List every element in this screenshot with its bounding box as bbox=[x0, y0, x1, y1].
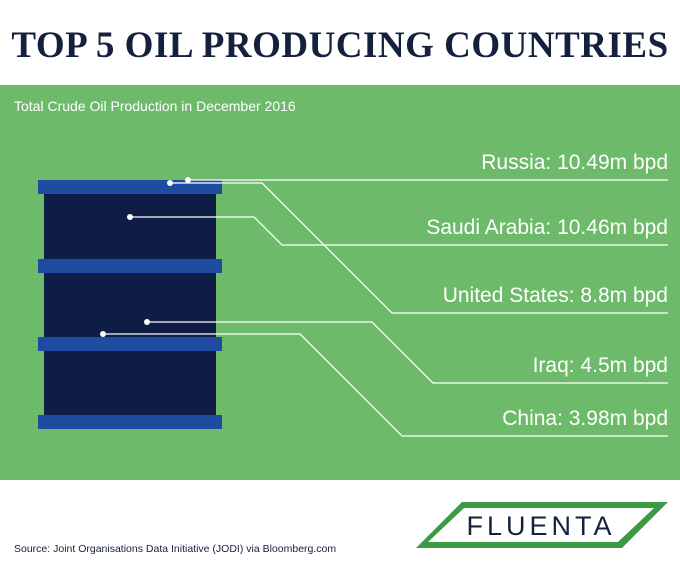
leader-dot-china bbox=[100, 331, 106, 337]
label-russia: Russia: 10.49m bpd bbox=[481, 151, 668, 174]
leader-dot-iraq bbox=[144, 319, 150, 325]
barrel-ring-upper bbox=[38, 259, 222, 273]
leader-line-saudi-arabia bbox=[130, 216, 668, 246]
leader-line-united-states bbox=[170, 182, 668, 314]
leader-line-china bbox=[103, 333, 668, 437]
chart-subtitle: Total Crude Oil Production in December 2… bbox=[14, 98, 296, 114]
barrel-ring-bottom bbox=[38, 415, 222, 429]
page-title: TOP 5 OIL PRODUCING COUNTRIES bbox=[11, 25, 669, 66]
source-note: Source: Joint Organisations Data Initiat… bbox=[14, 543, 337, 555]
barrel-body bbox=[44, 185, 216, 417]
leader-dot-united-states bbox=[167, 180, 173, 186]
leader-line-iraq bbox=[147, 321, 668, 384]
label-united-states: United States: 8.8m bpd bbox=[443, 284, 668, 307]
label-iraq: Iraq: 4.5m bpd bbox=[533, 354, 668, 377]
logo-text: FLUENTA bbox=[466, 511, 615, 541]
country-labels: Russia: 10.49m bpd Saudi Arabia: 10.46m b… bbox=[426, 151, 668, 430]
barrel-ring-lower bbox=[38, 337, 222, 351]
leader-lines bbox=[100, 177, 668, 437]
fluenta-logo: FLUENTA bbox=[416, 502, 668, 548]
chart-panel: Total Crude Oil Production in December 2… bbox=[0, 85, 680, 480]
leader-dot-saudi-arabia bbox=[127, 214, 133, 220]
label-china: China: 3.98m bpd bbox=[502, 407, 668, 430]
barrel-ring-top bbox=[38, 180, 222, 194]
leader-dot-russia bbox=[185, 177, 191, 183]
label-saudi-arabia: Saudi Arabia: 10.46m bpd bbox=[426, 216, 668, 239]
barrel-chart: Russia: 10.49m bpd Saudi Arabia: 10.46m b… bbox=[38, 151, 668, 437]
